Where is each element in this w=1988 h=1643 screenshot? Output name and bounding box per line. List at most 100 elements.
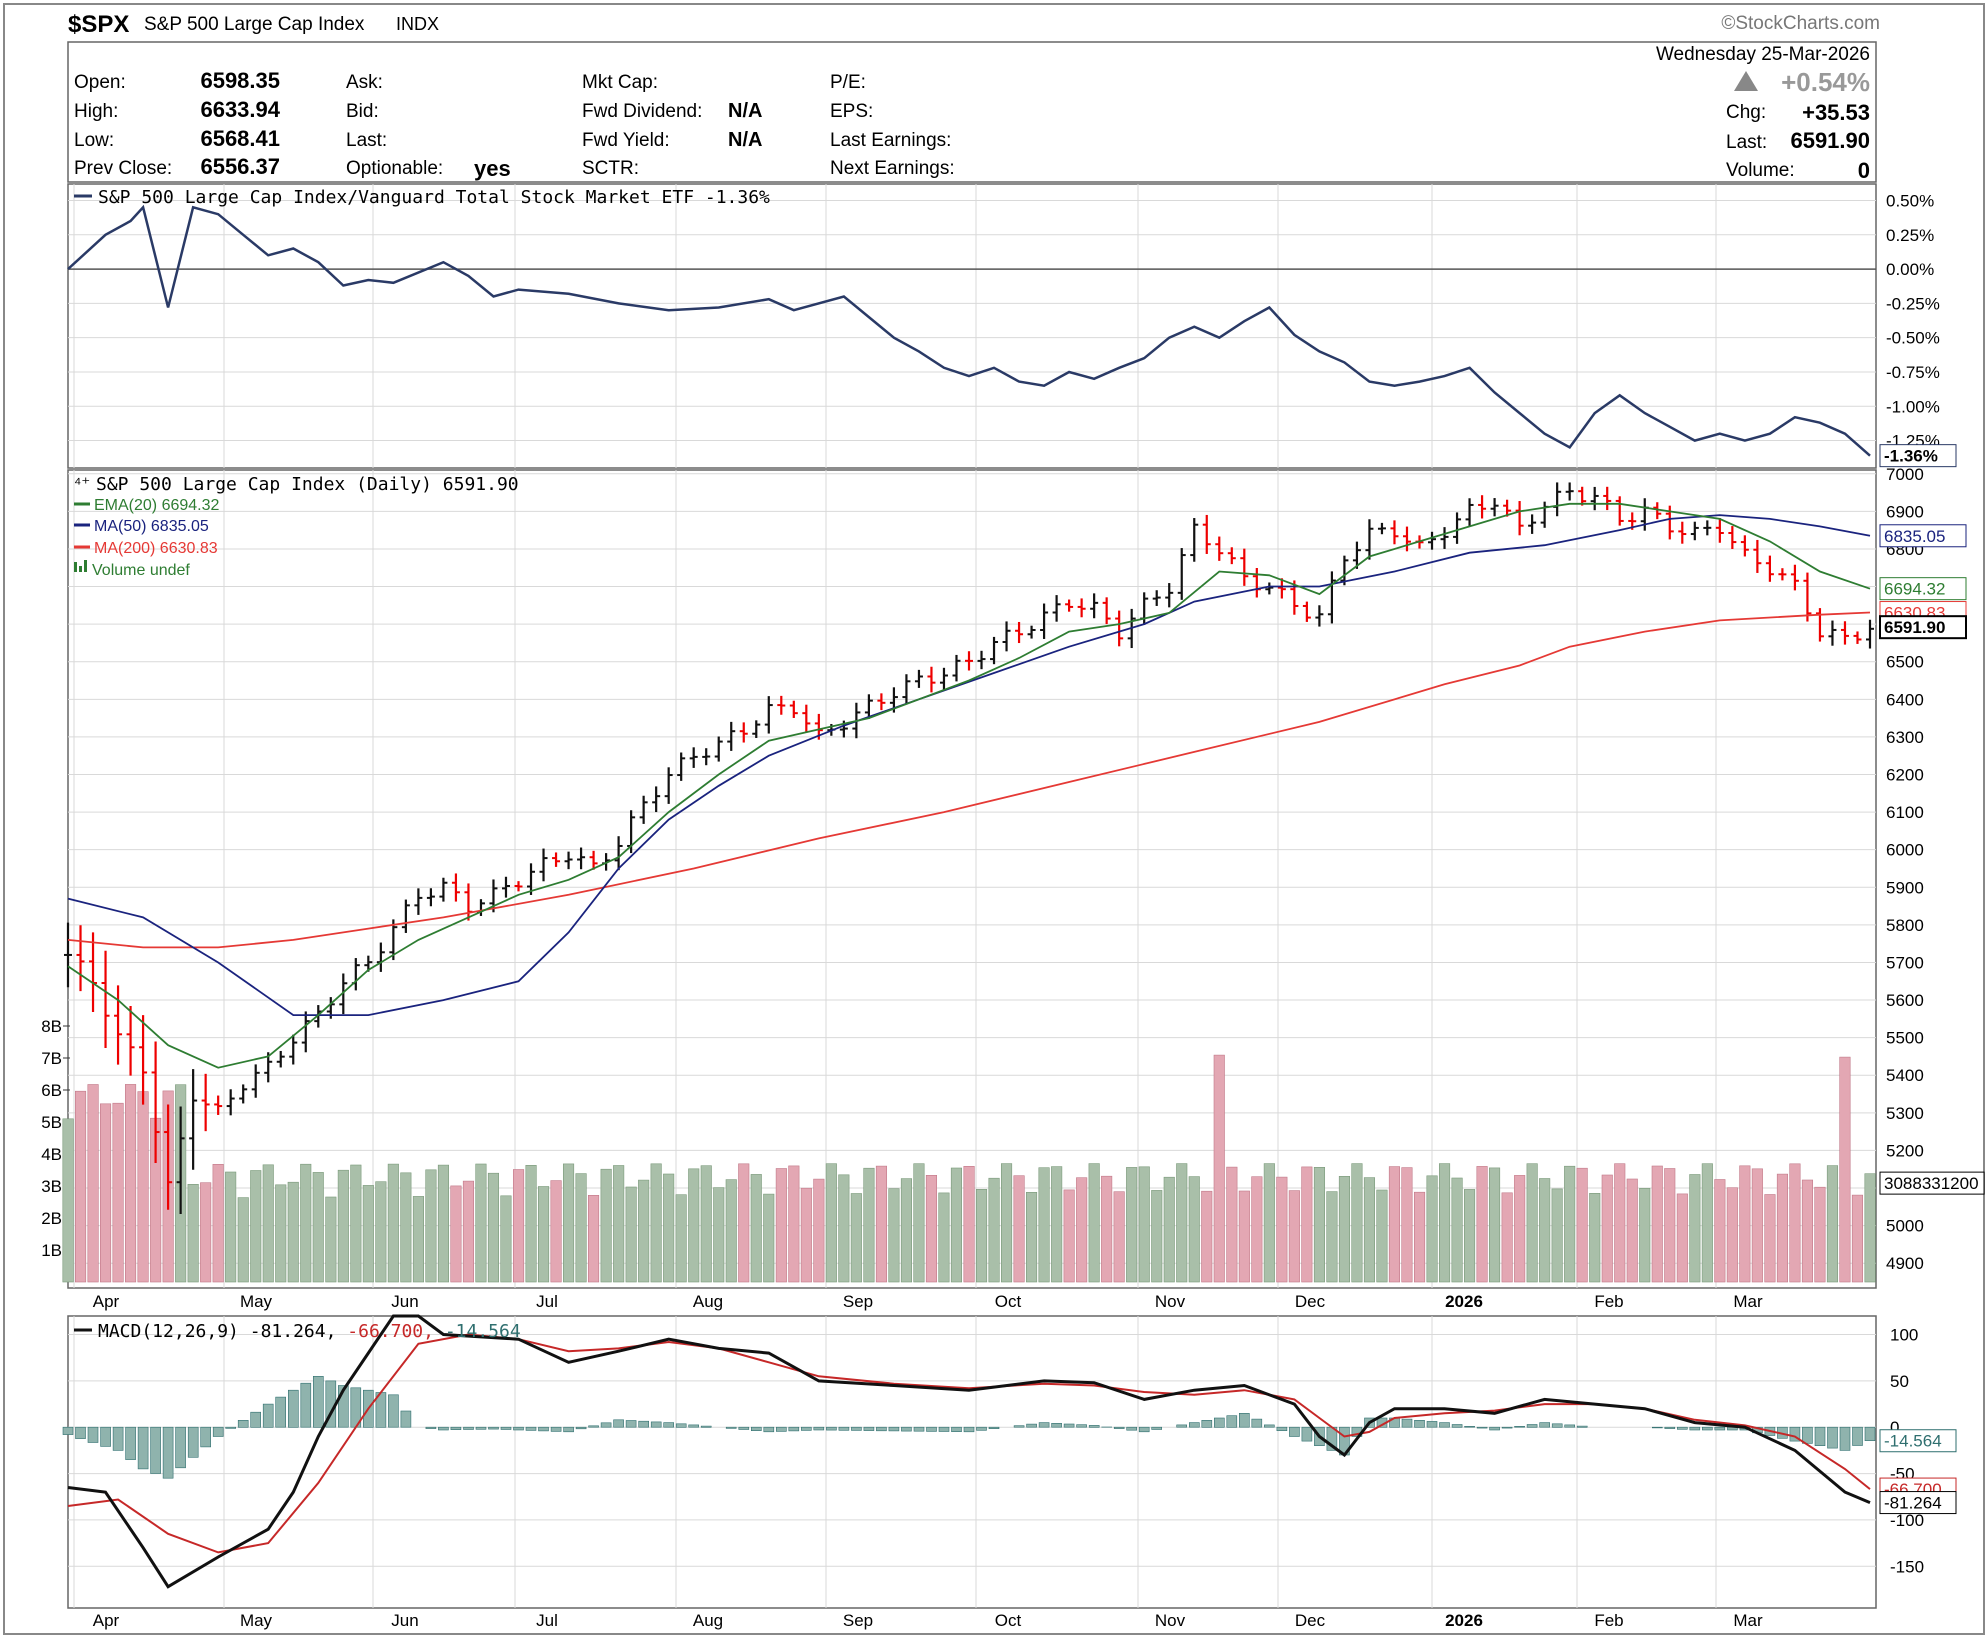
volume-bar bbox=[363, 1185, 374, 1282]
macd-right-label: -14.564 bbox=[1884, 1432, 1942, 1451]
macd-month-label: Nov bbox=[1155, 1611, 1186, 1630]
volume-bar bbox=[576, 1174, 587, 1282]
macd-histogram-bar bbox=[1189, 1423, 1199, 1428]
volume-bar bbox=[1564, 1166, 1575, 1282]
macd-histogram-bar bbox=[576, 1427, 586, 1429]
macd-histogram-bar bbox=[1702, 1427, 1712, 1430]
macd-histogram-bar bbox=[1477, 1427, 1487, 1428]
macd-histogram-bar bbox=[163, 1427, 173, 1478]
macd-histogram-bar bbox=[977, 1427, 987, 1430]
volume-bar bbox=[676, 1195, 687, 1282]
volume-bar bbox=[463, 1181, 474, 1282]
volume-bar bbox=[726, 1180, 737, 1282]
macd-histogram-bar bbox=[313, 1376, 323, 1427]
volume-bar bbox=[1101, 1176, 1112, 1282]
volume-bar bbox=[1377, 1190, 1388, 1282]
volume-bar bbox=[1615, 1164, 1626, 1282]
volume-bar bbox=[613, 1166, 624, 1283]
panel-border bbox=[68, 184, 1876, 468]
fwd-yield-label: Fwd Yield: bbox=[582, 130, 670, 151]
macd-histogram-bar bbox=[739, 1427, 749, 1429]
macd-month-label: Jul bbox=[536, 1611, 558, 1630]
volume-bar bbox=[338, 1170, 349, 1282]
volume-bar bbox=[789, 1166, 800, 1282]
macd-histogram-bar bbox=[126, 1427, 136, 1459]
macd-histogram-bar bbox=[751, 1427, 761, 1431]
price-tick-label: 5200 bbox=[1886, 1141, 1924, 1160]
stats-panel bbox=[68, 42, 1876, 182]
volume-bar bbox=[200, 1183, 211, 1282]
volume-bar bbox=[651, 1164, 662, 1282]
volume-tick-label: 7B bbox=[41, 1049, 62, 1068]
last-earnings-label: Last Earnings: bbox=[830, 130, 951, 151]
price-tick-label: 4900 bbox=[1886, 1254, 1924, 1273]
fwd-dividend-value: N/A bbox=[728, 100, 762, 122]
macd-histogram-bar bbox=[1853, 1427, 1863, 1445]
prev-close-value: 6556.37 bbox=[200, 154, 280, 179]
macd-histogram-bar bbox=[539, 1427, 549, 1431]
price-month-label: 2026 bbox=[1445, 1292, 1483, 1311]
macd-month-label: Jun bbox=[391, 1611, 418, 1630]
volume-bar bbox=[751, 1174, 762, 1282]
legend-ema20: EMA(20) 6694.32 bbox=[94, 497, 220, 514]
volume-bar bbox=[926, 1175, 937, 1282]
volume-bar bbox=[1815, 1187, 1826, 1282]
macd-histogram-bar bbox=[851, 1427, 861, 1430]
price-month-label: May bbox=[240, 1292, 273, 1311]
macd-histogram-bar bbox=[188, 1427, 198, 1457]
rel-tick-label: -1.00% bbox=[1886, 397, 1940, 416]
volume-bar bbox=[1152, 1190, 1163, 1282]
macd-histogram-bar bbox=[276, 1397, 286, 1427]
rel-tick-label: -0.25% bbox=[1886, 294, 1940, 313]
macd-histogram-bar bbox=[514, 1427, 524, 1430]
volume-bar bbox=[1690, 1175, 1701, 1283]
fwd-dividend-label: Fwd Dividend: bbox=[582, 101, 702, 122]
macd-histogram-bar bbox=[864, 1427, 874, 1430]
macd-histogram-bar bbox=[1202, 1420, 1212, 1427]
macd-histogram-bar bbox=[1127, 1427, 1137, 1430]
chg-label: Chg: bbox=[1726, 102, 1766, 123]
price-tick-label: 6200 bbox=[1886, 766, 1924, 785]
macd-month-label: 2026 bbox=[1445, 1611, 1483, 1630]
macd-month-label: Oct bbox=[995, 1611, 1022, 1630]
macd-histogram-bar bbox=[701, 1426, 711, 1427]
volume-bar bbox=[1076, 1178, 1087, 1282]
volume-bar bbox=[538, 1187, 549, 1283]
volume-bar bbox=[1602, 1175, 1613, 1282]
macd-histogram-bar bbox=[1540, 1423, 1550, 1428]
volume-bar bbox=[376, 1182, 387, 1282]
macd-histogram-bar bbox=[826, 1427, 836, 1430]
price-tick-label: 6400 bbox=[1886, 690, 1924, 709]
volume-bar bbox=[714, 1188, 725, 1282]
macd-histogram-bar bbox=[927, 1427, 937, 1431]
volume-bar bbox=[1627, 1179, 1638, 1282]
volume-bar bbox=[476, 1164, 487, 1282]
macd-month-label: Aug bbox=[693, 1611, 723, 1630]
macd-legend-hist: -14.564 bbox=[445, 1321, 521, 1342]
macd-legend-name: MACD(12,26,9) bbox=[98, 1321, 239, 1342]
macd-histogram-bar bbox=[476, 1427, 486, 1429]
macd-histogram-bar bbox=[614, 1420, 624, 1427]
volume-value: 0 bbox=[1858, 158, 1870, 183]
macd-right-label: -81.264 bbox=[1884, 1494, 1942, 1513]
volume-bar bbox=[1164, 1177, 1175, 1282]
macd-histogram-bar bbox=[1039, 1423, 1049, 1428]
volume-bar bbox=[1652, 1166, 1663, 1282]
macd-histogram-bar bbox=[401, 1411, 411, 1427]
volume-bar bbox=[1189, 1177, 1200, 1282]
macd-histogram-bar bbox=[1177, 1425, 1187, 1427]
price-tick-label: 5900 bbox=[1886, 878, 1924, 897]
volume-bar bbox=[1489, 1168, 1500, 1282]
volume-bar bbox=[876, 1166, 887, 1282]
volume-bar bbox=[276, 1185, 287, 1282]
volume-tick-label: 1B bbox=[41, 1241, 62, 1260]
volume-bar bbox=[1227, 1167, 1238, 1282]
volume-bar bbox=[1502, 1193, 1513, 1282]
volume-bar bbox=[1139, 1167, 1150, 1282]
volume-bar bbox=[1727, 1188, 1738, 1282]
price-tick-label: 6000 bbox=[1886, 841, 1924, 860]
price-right-label: 3088331200 bbox=[1884, 1174, 1979, 1193]
price-right-label: 6835.05 bbox=[1884, 527, 1945, 546]
ask-label: Ask: bbox=[346, 72, 383, 93]
volume-bar bbox=[1452, 1178, 1463, 1282]
